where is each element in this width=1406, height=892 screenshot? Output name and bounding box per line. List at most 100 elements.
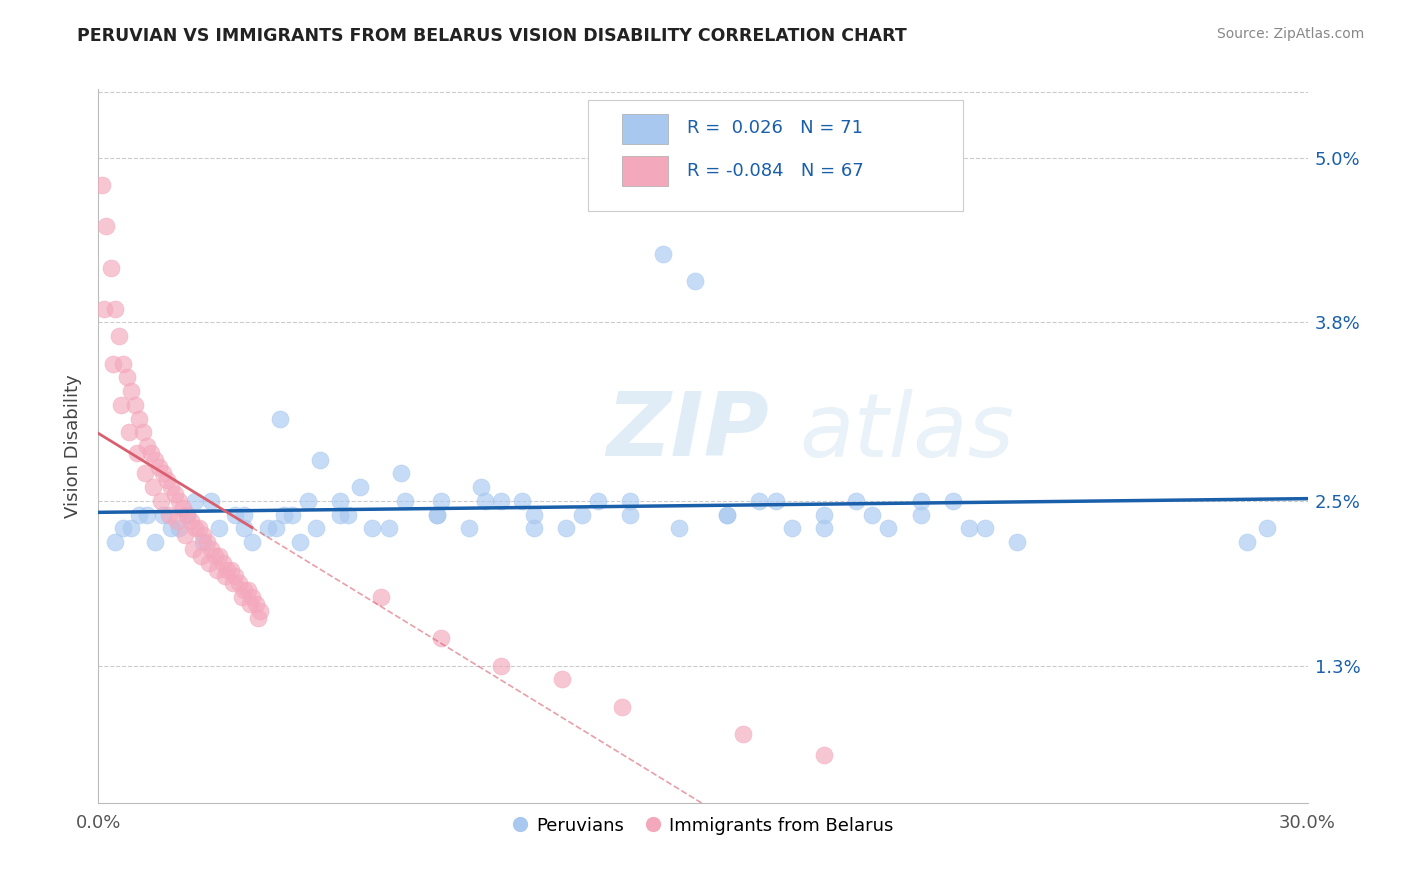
- Point: [134, 467, 156, 481]
- Text: R = -0.084   N = 67: R = -0.084 N = 67: [688, 162, 865, 180]
- Point: [612, 699, 634, 714]
- Point: [195, 535, 218, 549]
- Point: [103, 535, 125, 549]
- Point: [204, 549, 226, 563]
- Point: [184, 521, 207, 535]
- Point: [110, 398, 132, 412]
- Point: [309, 452, 332, 467]
- Point: [748, 494, 770, 508]
- Point: [256, 521, 278, 535]
- Point: [361, 521, 384, 535]
- Point: [337, 508, 360, 522]
- Text: ZIP: ZIP: [606, 388, 769, 475]
- Point: [281, 508, 304, 522]
- Point: [491, 494, 513, 508]
- Point: [200, 494, 222, 508]
- Point: [207, 562, 229, 576]
- Point: [232, 583, 254, 598]
- Point: [100, 260, 122, 275]
- Point: [190, 549, 212, 563]
- Point: [232, 508, 254, 522]
- Point: [124, 398, 146, 412]
- Point: [716, 508, 738, 522]
- Point: [167, 494, 190, 508]
- Point: [91, 178, 114, 193]
- Point: [668, 521, 690, 535]
- Point: [860, 508, 883, 522]
- Point: [619, 508, 641, 522]
- Point: [813, 747, 835, 762]
- Point: [118, 425, 141, 440]
- Point: [733, 727, 755, 741]
- Point: [224, 569, 246, 583]
- Point: [877, 521, 900, 535]
- Point: [430, 494, 453, 508]
- Point: [208, 521, 231, 535]
- Point: [152, 467, 174, 481]
- Point: [115, 370, 138, 384]
- Point: [458, 521, 481, 535]
- FancyBboxPatch shape: [588, 100, 963, 211]
- Point: [93, 301, 115, 316]
- Point: [217, 562, 239, 576]
- Point: [1236, 535, 1258, 549]
- Point: [107, 329, 129, 343]
- Point: [120, 384, 142, 398]
- Point: [510, 494, 533, 508]
- Point: [297, 494, 319, 508]
- Point: [683, 274, 706, 288]
- Point: [128, 411, 150, 425]
- Point: [942, 494, 965, 508]
- Point: [176, 508, 198, 522]
- Point: [288, 535, 311, 549]
- Point: [148, 459, 170, 474]
- Point: [845, 494, 868, 508]
- Point: [329, 494, 352, 508]
- Point: [200, 541, 222, 556]
- Point: [231, 590, 253, 604]
- Point: [240, 590, 263, 604]
- Point: [780, 521, 803, 535]
- Text: atlas: atlas: [800, 389, 1015, 475]
- Point: [236, 583, 259, 598]
- Point: [394, 494, 416, 508]
- Point: [491, 658, 513, 673]
- Point: [370, 590, 392, 604]
- Point: [246, 610, 269, 624]
- Point: [813, 508, 835, 522]
- Text: Source: ZipAtlas.com: Source: ZipAtlas.com: [1216, 27, 1364, 41]
- Point: [96, 219, 118, 234]
- Point: [142, 480, 165, 494]
- Point: [160, 521, 183, 535]
- Point: [212, 556, 235, 570]
- Point: [135, 508, 157, 522]
- Point: [172, 500, 194, 515]
- Text: R =  0.026   N = 71: R = 0.026 N = 71: [688, 120, 863, 137]
- Point: [349, 480, 371, 494]
- Point: [910, 494, 932, 508]
- Point: [152, 508, 174, 522]
- Point: [551, 673, 574, 687]
- Point: [128, 508, 150, 522]
- Point: [377, 521, 399, 535]
- Text: PERUVIAN VS IMMIGRANTS FROM BELARUS VISION DISABILITY CORRELATION CHART: PERUVIAN VS IMMIGRANTS FROM BELARUS VISI…: [77, 27, 907, 45]
- Point: [143, 535, 166, 549]
- Point: [214, 569, 236, 583]
- Point: [245, 597, 267, 611]
- Point: [957, 521, 980, 535]
- Point: [619, 494, 641, 508]
- Point: [228, 576, 250, 591]
- Legend: Peruvians, Immigrants from Belarus: Peruvians, Immigrants from Belarus: [503, 807, 903, 844]
- Point: [586, 494, 609, 508]
- Point: [716, 508, 738, 522]
- Point: [193, 528, 215, 542]
- Point: [426, 508, 449, 522]
- Point: [103, 301, 125, 316]
- Point: [651, 247, 673, 261]
- Point: [222, 576, 245, 591]
- Point: [232, 521, 254, 535]
- Point: [125, 446, 148, 460]
- Point: [470, 480, 492, 494]
- Point: [269, 411, 291, 425]
- Point: [240, 535, 263, 549]
